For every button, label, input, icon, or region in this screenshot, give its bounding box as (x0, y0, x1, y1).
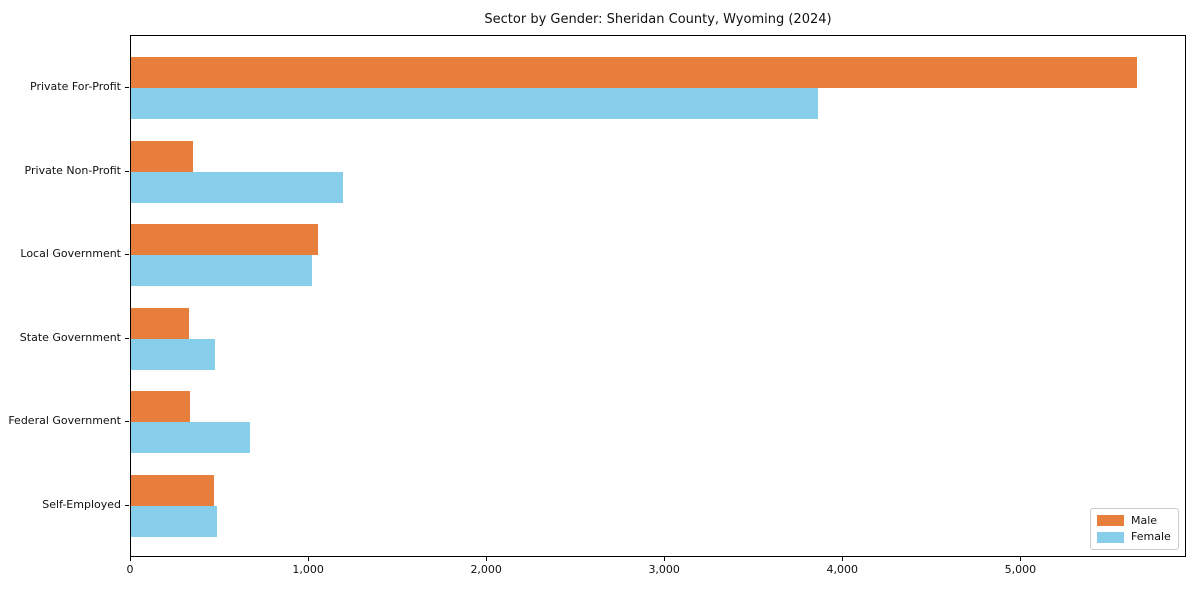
x-tick-label: 2,000 (470, 563, 502, 576)
category-label: State Government (19, 331, 121, 344)
bar-female (131, 422, 251, 453)
x-tick (486, 557, 488, 561)
category-label: Local Government (20, 247, 121, 260)
plot-area (130, 35, 1186, 557)
bar-male (131, 141, 194, 172)
category-label: Self-Employed (42, 498, 121, 511)
x-tick-label: 5,000 (1004, 563, 1037, 576)
legend-swatch-female (1097, 531, 1124, 543)
x-tick-label: 4,000 (826, 563, 859, 576)
bar-female (131, 88, 819, 119)
y-tick (125, 338, 129, 339)
bar-female (131, 172, 343, 203)
x-tick-label: 1,000 (292, 563, 324, 576)
y-tick (125, 171, 129, 172)
legend-item-female: Female (1097, 530, 1172, 544)
legend-label-male: Male (1131, 513, 1158, 527)
bar-male (131, 475, 214, 506)
legend-item-male: Male (1097, 514, 1172, 528)
x-tick-label: 0 (126, 563, 134, 576)
chart-title: Sector by Gender: Sheridan County, Wyomi… (484, 12, 832, 27)
x-tick-label: 3,000 (648, 563, 680, 576)
x-tick (842, 557, 844, 561)
category-label: Private Non-Profit (24, 164, 121, 177)
y-tick (125, 87, 129, 88)
y-tick (125, 421, 129, 422)
x-tick (664, 557, 666, 561)
category-label: Private For-Profit (30, 80, 121, 93)
legend-swatch-male (1097, 515, 1124, 527)
bar-female (131, 339, 215, 370)
bar-male (131, 308, 189, 339)
legend-label-female: Female (1131, 530, 1171, 544)
category-label: Federal Government (8, 414, 121, 427)
bar-male (131, 391, 190, 422)
y-tick (125, 254, 129, 255)
legend: Male Female (1090, 508, 1179, 550)
y-tick (125, 505, 129, 506)
bar-female (131, 255, 312, 286)
x-tick (1020, 557, 1022, 561)
x-tick (130, 557, 131, 561)
bar-male (131, 57, 1138, 88)
bar-male (131, 224, 318, 255)
x-tick (308, 557, 310, 561)
bar-female (131, 506, 218, 537)
